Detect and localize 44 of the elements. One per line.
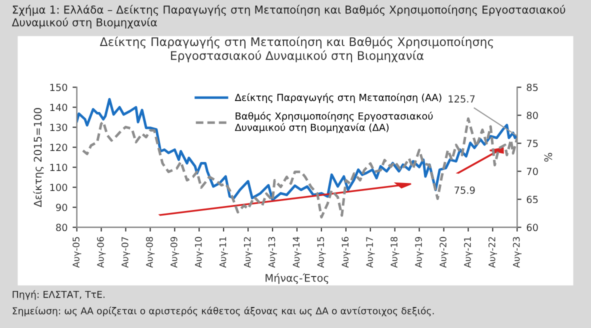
x-tick-label: Αυγ-17 (366, 237, 375, 268)
y2-tick-label: 75 (526, 140, 538, 148)
x-tick-label: Αυγ-23 (512, 237, 522, 268)
legend-label: Δείκτης Παραγωγής στη Μεταποίηση (ΑΑ) (234, 93, 442, 104)
x-tick-label: Αυγ-14 (292, 236, 302, 268)
x-tick-label: Αυγ-15 (317, 237, 326, 268)
x-tick-label: Αυγ-18 (390, 236, 400, 268)
annotation: 75.9 (454, 186, 475, 194)
x-tick-label: Αυγ-16 (342, 236, 350, 268)
legend-label: Βαθμός Χρησιμοποίησης Εργοστασιακού Δυναμικού στη Βιομηχανία (ΔΑ) (234, 112, 433, 133)
x-tick-label: Αυγ-07 (122, 237, 130, 268)
y-tick-label: 130 (50, 124, 68, 132)
text: Σημείωση: ως ΑΑ ορίζεται ο αριστερός κάθετος άξονας και ως ΔΑ ο αντίστοιχος δεξιός. (12, 306, 434, 316)
chart-subtitle: Δείκτης Παραγωγής στη Μεταποίηση και Βαθμός Χρησιμοποίησης Εργοστασιακού Δυναμικού στη Βιομηχανία (100, 36, 494, 62)
x-tick-label: Αυγ-20 (440, 236, 448, 268)
x-tick-label: Αυγ-05 (72, 237, 82, 268)
y2-tick-label: 85 (526, 84, 538, 92)
x-tick-label: Αυγ-10 (194, 236, 204, 268)
y-tick-label: 150 (50, 84, 68, 92)
y-tick-label: 140 (50, 104, 68, 112)
y-tick-label: 110 (50, 164, 68, 172)
x-tick-label: Αυγ-21 (464, 237, 473, 268)
y-tick-label: 90 (56, 204, 68, 212)
y-tick-label: 80 (56, 224, 68, 232)
y-tick-label: 120 (50, 144, 68, 152)
y2-tick-label: 65 (526, 196, 538, 204)
x-tick-label: Αυγ-08 (146, 236, 155, 268)
x-tick-label: Αυγ-06 (97, 236, 106, 268)
y-tick-label: 100 (50, 184, 68, 192)
text: Πηγή: ΕΛΣΤΑΤ, ΤτΕ. (12, 290, 104, 300)
x-tick-label: Αυγ-19 (415, 236, 424, 268)
x-tick-label: Αυγ-22 (488, 237, 498, 268)
x-tick-label: Αυγ-12 (244, 237, 252, 268)
x-tick-label: Αυγ-13 (268, 237, 277, 268)
y2-axis-title: % (544, 152, 552, 162)
y2-tick-label: 80 (526, 112, 538, 120)
y-axis-title: Δείκτης 2015=100 (33, 108, 44, 208)
y2-tick-label: 70 (526, 168, 538, 176)
chart-title: Σχήμα 1: Ελλάδα – Δείκτης Παραγωγής στη Μεταποίηση και Βαθμός Χρησιμοποίησης Εργοστασιακού Δυναμικού στη Βιομηχανία (12, 4, 566, 29)
x-axis-title: Μήνας-Έτος (266, 273, 328, 284)
x-tick-label: Αυγ-09 (170, 236, 180, 268)
y2-tick-label: 60 (526, 224, 538, 232)
annotation: 125.7 (448, 95, 475, 103)
x-tick-label: Αυγ-11 (219, 237, 228, 268)
